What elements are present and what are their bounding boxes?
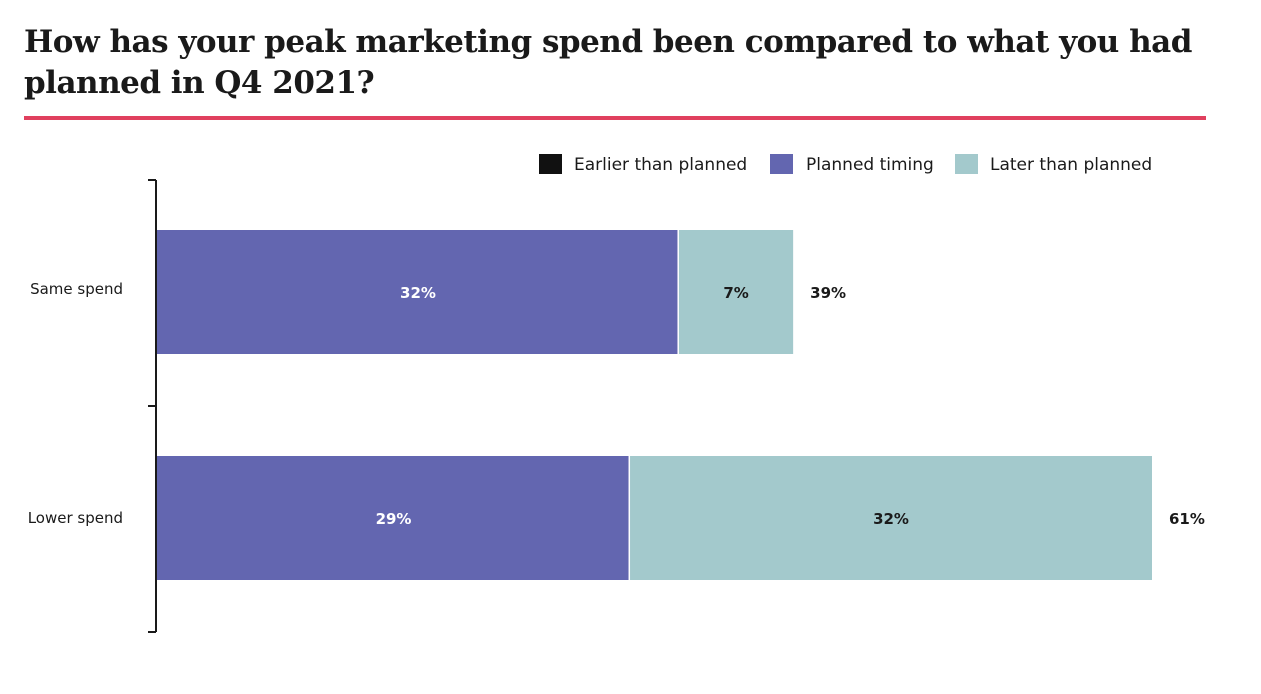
legend-item-earlier: Earlier than planned: [539, 154, 747, 175]
chart-title: How has your peak marketing spend been c…: [24, 24, 1192, 101]
title-rule: [24, 116, 1206, 120]
value-label-same-spend-later: 7%: [723, 284, 748, 302]
legend-item-planned: Planned timing: [770, 154, 934, 175]
value-label-same-spend-planned: 32%: [400, 284, 436, 302]
bar-group-same-spend: 32% 7% 39%: [157, 230, 846, 354]
legend-label-earlier: Earlier than planned: [574, 155, 747, 175]
legend-label-planned: Planned timing: [806, 155, 934, 175]
legend-swatch-later: [955, 154, 978, 174]
total-label-same-spend: 39%: [810, 284, 846, 302]
legend-item-later: Later than planned: [955, 154, 1152, 175]
category-label-lower-spend: Lower spend: [28, 509, 123, 527]
y-axis: [148, 179, 157, 633]
bar-group-lower-spend: 29% 32% 61%: [157, 456, 1205, 580]
legend-swatch-earlier: [539, 154, 562, 174]
bar-same-spend-planned: [157, 230, 678, 354]
bar-lower-spend-planned: [157, 456, 629, 580]
legend: Earlier than planned Planned timing Late…: [539, 154, 1152, 175]
value-label-lower-spend-planned: 29%: [376, 510, 412, 528]
value-label-lower-spend-later: 32%: [873, 510, 909, 528]
legend-label-later: Later than planned: [990, 155, 1152, 175]
legend-swatch-planned: [770, 154, 793, 174]
bar-same-spend-later: [678, 230, 794, 354]
total-label-lower-spend: 61%: [1169, 510, 1205, 528]
bar-lower-spend-later: [630, 456, 1152, 580]
category-label-same-spend: Same spend: [30, 280, 123, 298]
